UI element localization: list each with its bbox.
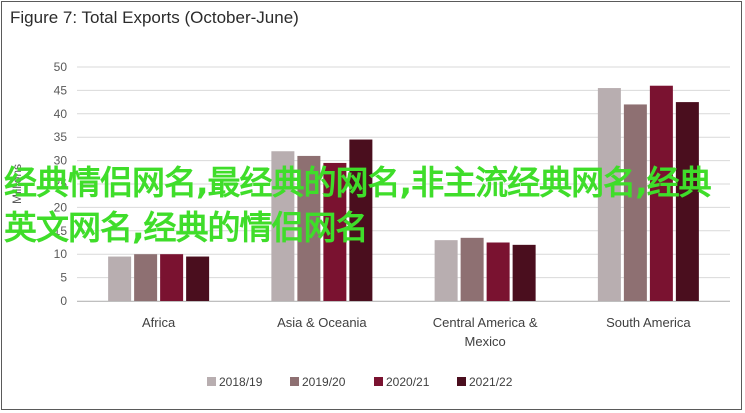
x-tick-label: Africa: [142, 315, 176, 330]
y-tick-label: 15: [54, 224, 68, 238]
bar: [160, 254, 184, 301]
bar: [323, 162, 347, 301]
legend-swatch: [374, 377, 383, 386]
y-tick-label: 35: [54, 130, 68, 144]
bar: [297, 155, 321, 301]
y-tick-label: 0: [60, 294, 67, 308]
x-tick-label: South America: [606, 315, 691, 330]
legend-swatch: [207, 377, 216, 386]
bar: [675, 102, 699, 301]
legend-label: 2019/20: [302, 375, 346, 389]
chart-title: Figure 7: Total Exports (October-June): [10, 8, 299, 27]
y-tick-label: 40: [54, 107, 68, 121]
bar: [271, 151, 295, 301]
y-tick-label: 20: [54, 200, 68, 214]
bar: [186, 256, 210, 301]
y-tick-label: 30: [54, 154, 68, 168]
y-tick-label: 50: [54, 60, 68, 74]
bar: [460, 237, 484, 301]
x-tick-label: Mexico: [465, 334, 506, 349]
bar: [434, 240, 458, 301]
legend-label: 2018/19: [219, 375, 263, 389]
y-tick-label: 10: [54, 247, 68, 261]
y-tick-label: 45: [54, 83, 68, 97]
legend-swatch: [457, 377, 466, 386]
y-tick-label: 5: [60, 271, 67, 285]
bar: [349, 139, 373, 301]
y-axis-label: Millions: [10, 164, 24, 204]
bar: [649, 85, 673, 301]
legend-label: 2021/22: [469, 375, 513, 389]
legend-swatch: [290, 377, 299, 386]
legend-label: 2020/21: [386, 375, 430, 389]
bar: [486, 242, 510, 301]
bar: [623, 104, 647, 301]
y-tick-label: 25: [54, 177, 68, 191]
bar: [134, 254, 158, 301]
bar: [108, 256, 132, 301]
bar: [597, 88, 621, 301]
x-tick-label: Central America &: [433, 315, 538, 330]
bar: [512, 244, 536, 301]
x-tick-label: Asia & Oceania: [277, 315, 367, 330]
